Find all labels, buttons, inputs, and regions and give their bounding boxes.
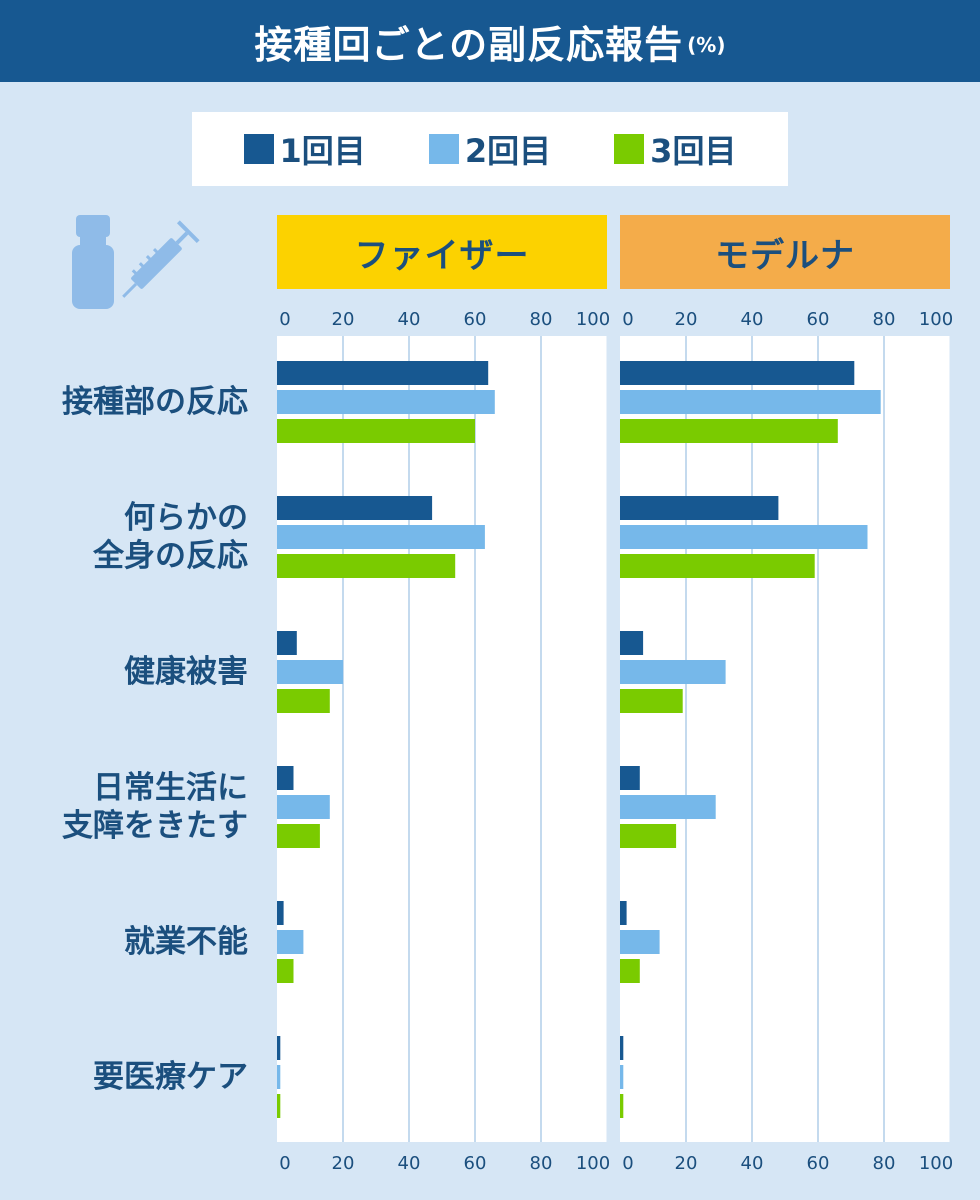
x-tick-label: 0 (279, 309, 291, 330)
bar (620, 525, 868, 549)
bar (620, 631, 644, 655)
x-tick-label: 20 (674, 1153, 698, 1174)
panel-header-pfizer: ファイザー (277, 215, 607, 289)
x-tick-label: 100 (918, 1153, 954, 1174)
x-tick-label: 60 (806, 1153, 830, 1174)
bar (277, 660, 343, 684)
bar (277, 824, 320, 848)
bar (277, 689, 330, 713)
vaccine-icons (72, 215, 200, 309)
x-tick-label: 80 (872, 1153, 896, 1174)
x-tick-label: 40 (397, 309, 421, 330)
x-tick-label: 100 (575, 309, 611, 330)
bar (277, 1065, 281, 1089)
category-label: 接種部の反応 (62, 384, 248, 420)
category-label: 何らかの 全身の反応 (93, 500, 248, 574)
title-bar: 接種回ごとの副反応報告 (%) (0, 0, 980, 82)
category-label: 要医療ケア (93, 1059, 248, 1095)
x-tick-label: 20 (331, 1153, 355, 1174)
bar (620, 1036, 624, 1060)
x-tick-label: 20 (331, 309, 355, 330)
x-tick-label: 80 (872, 309, 896, 330)
legend-item-1: 1回目 (243, 126, 366, 172)
x-tick-label: 100 (918, 309, 954, 330)
x-tick-label: 20 (674, 309, 698, 330)
bar (277, 795, 330, 819)
legend-swatch-3 (614, 134, 645, 164)
bar (620, 901, 627, 925)
bar (620, 660, 726, 684)
chart-unit: (%) (687, 33, 726, 57)
bar (620, 496, 779, 520)
x-tick-label: 40 (397, 1153, 421, 1174)
legend-item-2: 2回目 (428, 126, 552, 172)
bar (620, 959, 640, 983)
bar (277, 1036, 281, 1060)
x-tick-label: 100 (575, 1153, 611, 1174)
bar (277, 419, 475, 443)
category-label: 健康被害 (124, 654, 248, 690)
bar (620, 390, 881, 414)
legend: 1回目 2回目 3回目 (192, 112, 788, 186)
category-label: 日常生活に 支障をきたす (62, 770, 248, 844)
bar (277, 1094, 281, 1118)
bar (277, 525, 485, 549)
x-tick-label: 0 (622, 309, 634, 330)
category-label: 就業不能 (124, 924, 248, 960)
x-tick-label: 60 (463, 309, 487, 330)
x-tick-label: 0 (622, 1153, 634, 1174)
bar (277, 631, 297, 655)
bar (277, 496, 433, 520)
bar (277, 930, 304, 954)
x-tick-label: 80 (529, 309, 553, 330)
syringe-icon (122, 220, 200, 298)
x-tick-label: 60 (806, 309, 830, 330)
bar (277, 554, 456, 578)
x-tick-label: 40 (740, 309, 764, 330)
legend-label-3: 3回目 (650, 132, 737, 170)
legend-label-2: 2回目 (464, 132, 552, 170)
x-tick-label: 60 (463, 1153, 487, 1174)
bar (620, 1094, 624, 1118)
plot-area-pfizer (277, 336, 607, 1142)
vaccine-vial-icon (72, 215, 114, 309)
legend-item-3: 3回目 (614, 126, 736, 172)
bar (620, 419, 838, 443)
bar (620, 361, 855, 385)
legend-swatch-2 (428, 134, 459, 164)
bar (277, 390, 495, 414)
bar (620, 766, 640, 790)
legend-swatch-1 (243, 134, 274, 164)
chart-title: 接種回ごとの副反応報告 (254, 22, 684, 67)
x-tick-label: 80 (529, 1153, 553, 1174)
legend-label-1: 1回目 (279, 132, 366, 170)
bar (620, 824, 677, 848)
bar (277, 959, 294, 983)
x-tick-label: 0 (279, 1153, 291, 1174)
bar (620, 795, 716, 819)
panel-header-moderna: モデルナ (620, 215, 950, 289)
bar (277, 361, 489, 385)
bar (620, 689, 683, 713)
bar (620, 930, 660, 954)
bar (620, 1065, 624, 1089)
bar (277, 766, 294, 790)
bar (277, 901, 284, 925)
plot-area-moderna (620, 336, 950, 1142)
bar (620, 554, 815, 578)
x-tick-label: 40 (740, 1153, 764, 1174)
